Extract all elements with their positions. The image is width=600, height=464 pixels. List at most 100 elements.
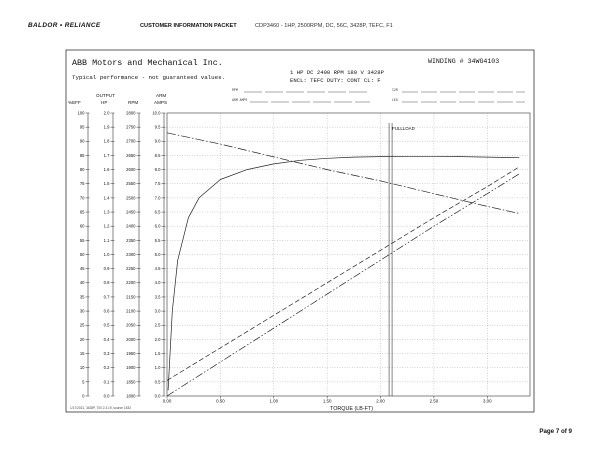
x-tick-label: 1.50 — [323, 399, 332, 404]
curve-rpm — [166, 132, 520, 214]
rpm-tick-label: 2100 — [126, 309, 136, 314]
eff-tick-label: 0 — [82, 393, 85, 398]
eff-tick-label: 75 — [80, 181, 85, 186]
rpm-tick-label: 2650 — [126, 153, 136, 158]
product-description: CDP3460 - 1HP, 2500RPM, DC, 56C, 3428P, … — [255, 23, 393, 29]
x-tick-label: 0.00 — [163, 399, 172, 404]
rpm-tick-label: 2300 — [126, 252, 136, 257]
eff-tick-label: 35 — [80, 294, 85, 299]
amps-tick-label: 3.5 — [155, 294, 161, 299]
eff-tick-label: 40 — [80, 280, 85, 285]
rpm-tick-label: 2150 — [126, 294, 136, 299]
eff-tick-label: 45 — [80, 266, 85, 271]
hp-tick-label: 0.3 — [104, 351, 110, 356]
sheet-border — [65, 49, 535, 413]
eff-tick-label: 5 — [82, 379, 85, 384]
disclaimer: Typical performance - not guaranteed val… — [72, 74, 225, 81]
eff-tick-label: 90 — [80, 139, 85, 144]
eff-tick-label: 50 — [80, 252, 85, 257]
amps-tick-label: 5.0 — [155, 252, 161, 257]
hp-tick-label: 1.9 — [104, 125, 110, 130]
amps-tick-label: 6.0 — [155, 224, 161, 229]
rpm-tick-label: 2200 — [126, 280, 136, 285]
footnote: 1/17/2021, 3428P, 700 2.3.19, source 153… — [70, 406, 131, 410]
amps-tick-label: 4.5 — [155, 266, 161, 271]
hp-tick-label: 0.7 — [104, 294, 110, 299]
amps-tick-label: 2.0 — [155, 337, 161, 342]
amps-tick-label: 3.0 — [155, 309, 161, 314]
eff-tick-label: 85 — [80, 153, 85, 158]
rpm-tick-label: 2400 — [126, 224, 136, 229]
eff-tick-label: 80 — [80, 167, 85, 172]
amps-tick-label: 8.0 — [155, 167, 161, 172]
rpm-tick-label: 2050 — [126, 323, 136, 328]
amps-axis-header: ARM AMPS — [154, 93, 167, 105]
rpm-tick-label: 2700 — [126, 139, 136, 144]
hp-tick-label: 0.9 — [104, 266, 110, 271]
hp-tick-label: 1.8 — [104, 139, 110, 144]
amps-tick-label: 7.5 — [155, 181, 161, 186]
amps-tick-label: 9.5 — [155, 125, 161, 130]
eff-tick-label: 55 — [80, 238, 85, 243]
x-axis-label: TORQUE (LB-FT) — [330, 406, 373, 412]
x-axis: 0.00 0.50 1.00 1.50 2.00 2.50 3.00 — [163, 396, 492, 404]
packet-header: BALDOR • RELIANCE CUSTOMER INFORMATION P… — [28, 19, 588, 33]
rpm-tick-label: 2450 — [126, 209, 136, 214]
amps-tick-label: 7.0 — [155, 195, 161, 200]
eff-axis-header: %EFF — [68, 100, 81, 105]
hp-tick-label: 1.3 — [104, 209, 110, 214]
amps-tick-label: 6.5 — [155, 209, 161, 214]
hp-tick-label: 1.4 — [104, 195, 110, 200]
eff-tick-label: 95 — [80, 125, 85, 130]
curve-eff — [167, 155, 520, 391]
rpm-tick-label: 2550 — [126, 181, 136, 186]
eff-tick-label: 15 — [80, 351, 85, 356]
amps-tick-label: 4.0 — [155, 280, 161, 285]
amps-tick-label: 1.0 — [155, 365, 161, 370]
eff-tick-label: 65 — [80, 209, 85, 214]
amps-tick-label: 1.5 — [155, 351, 161, 356]
company-name: ABB Motors and Mechanical Inc. — [72, 58, 223, 68]
hp-axis-header: OUTPUT HP — [96, 93, 115, 105]
eff-tick-label: 100 — [78, 110, 86, 115]
hp-tick-label: 0.2 — [104, 365, 110, 370]
x-tick-label: 3.00 — [483, 399, 492, 404]
packet-title: CUSTOMER INFORMATION PACKET — [140, 23, 237, 29]
brand-logo: BALDOR • RELIANCE — [28, 22, 101, 29]
x-tick-label: 0.50 — [216, 399, 225, 404]
eff-tick-label: 60 — [80, 224, 85, 229]
rating-field-lines — [244, 91, 525, 103]
rpm-tick-label: 1950 — [126, 351, 136, 356]
curve-amps — [166, 166, 520, 381]
winding-number: WINDING # 34WG4103 — [428, 58, 499, 65]
hp-tick-label: 2.0 — [104, 110, 110, 115]
rpm-tick-label: 2350 — [126, 238, 136, 243]
rpm-field-label: RPM — [232, 88, 238, 92]
hp-tick-label: 0.4 — [104, 337, 110, 342]
spec-line-2: ENCL: TEFC DUTY: CONT CL: F — [290, 77, 381, 84]
leg-field-label: LEG — [392, 98, 398, 102]
i2r-field-label: I2R — [392, 88, 398, 92]
rpm-tick-label: 2000 — [126, 337, 136, 342]
amps-tick-label: 9.0 — [155, 139, 161, 144]
y-axes: 0 5 10 15 20 25 30 35 40 45 50 55 60 65 70 75 80 85 90 95 10… — [78, 110, 166, 398]
rpm-tick-label: 2600 — [126, 167, 136, 172]
amps-tick-label: 5.5 — [155, 238, 161, 243]
rpm-tick-label: 1800 — [126, 393, 136, 398]
hp-tick-label: 0.8 — [104, 280, 110, 285]
rpm-tick-label: 2500 — [126, 195, 136, 200]
x-tick-label: 2.00 — [376, 399, 385, 404]
x-tick-label: 1.00 — [269, 399, 278, 404]
hp-tick-label: 1.0 — [104, 252, 110, 257]
amps-tick-label: 10.0 — [152, 110, 161, 115]
curve-hp — [166, 173, 520, 397]
amps-tick-label: 2.5 — [155, 323, 161, 328]
rpm-tick-label: 1850 — [126, 379, 136, 384]
arm-amps-field-label: ARM AMPS — [232, 98, 247, 102]
rpm-axis-header: RPM — [128, 100, 138, 105]
eff-tick-label: 30 — [80, 309, 85, 314]
hp-tick-label: 0.5 — [104, 323, 110, 328]
rpm-tick-label: 1900 — [126, 365, 136, 370]
hp-tick-label: 1.7 — [104, 153, 110, 158]
hp-tick-label: 1.5 — [104, 181, 110, 186]
